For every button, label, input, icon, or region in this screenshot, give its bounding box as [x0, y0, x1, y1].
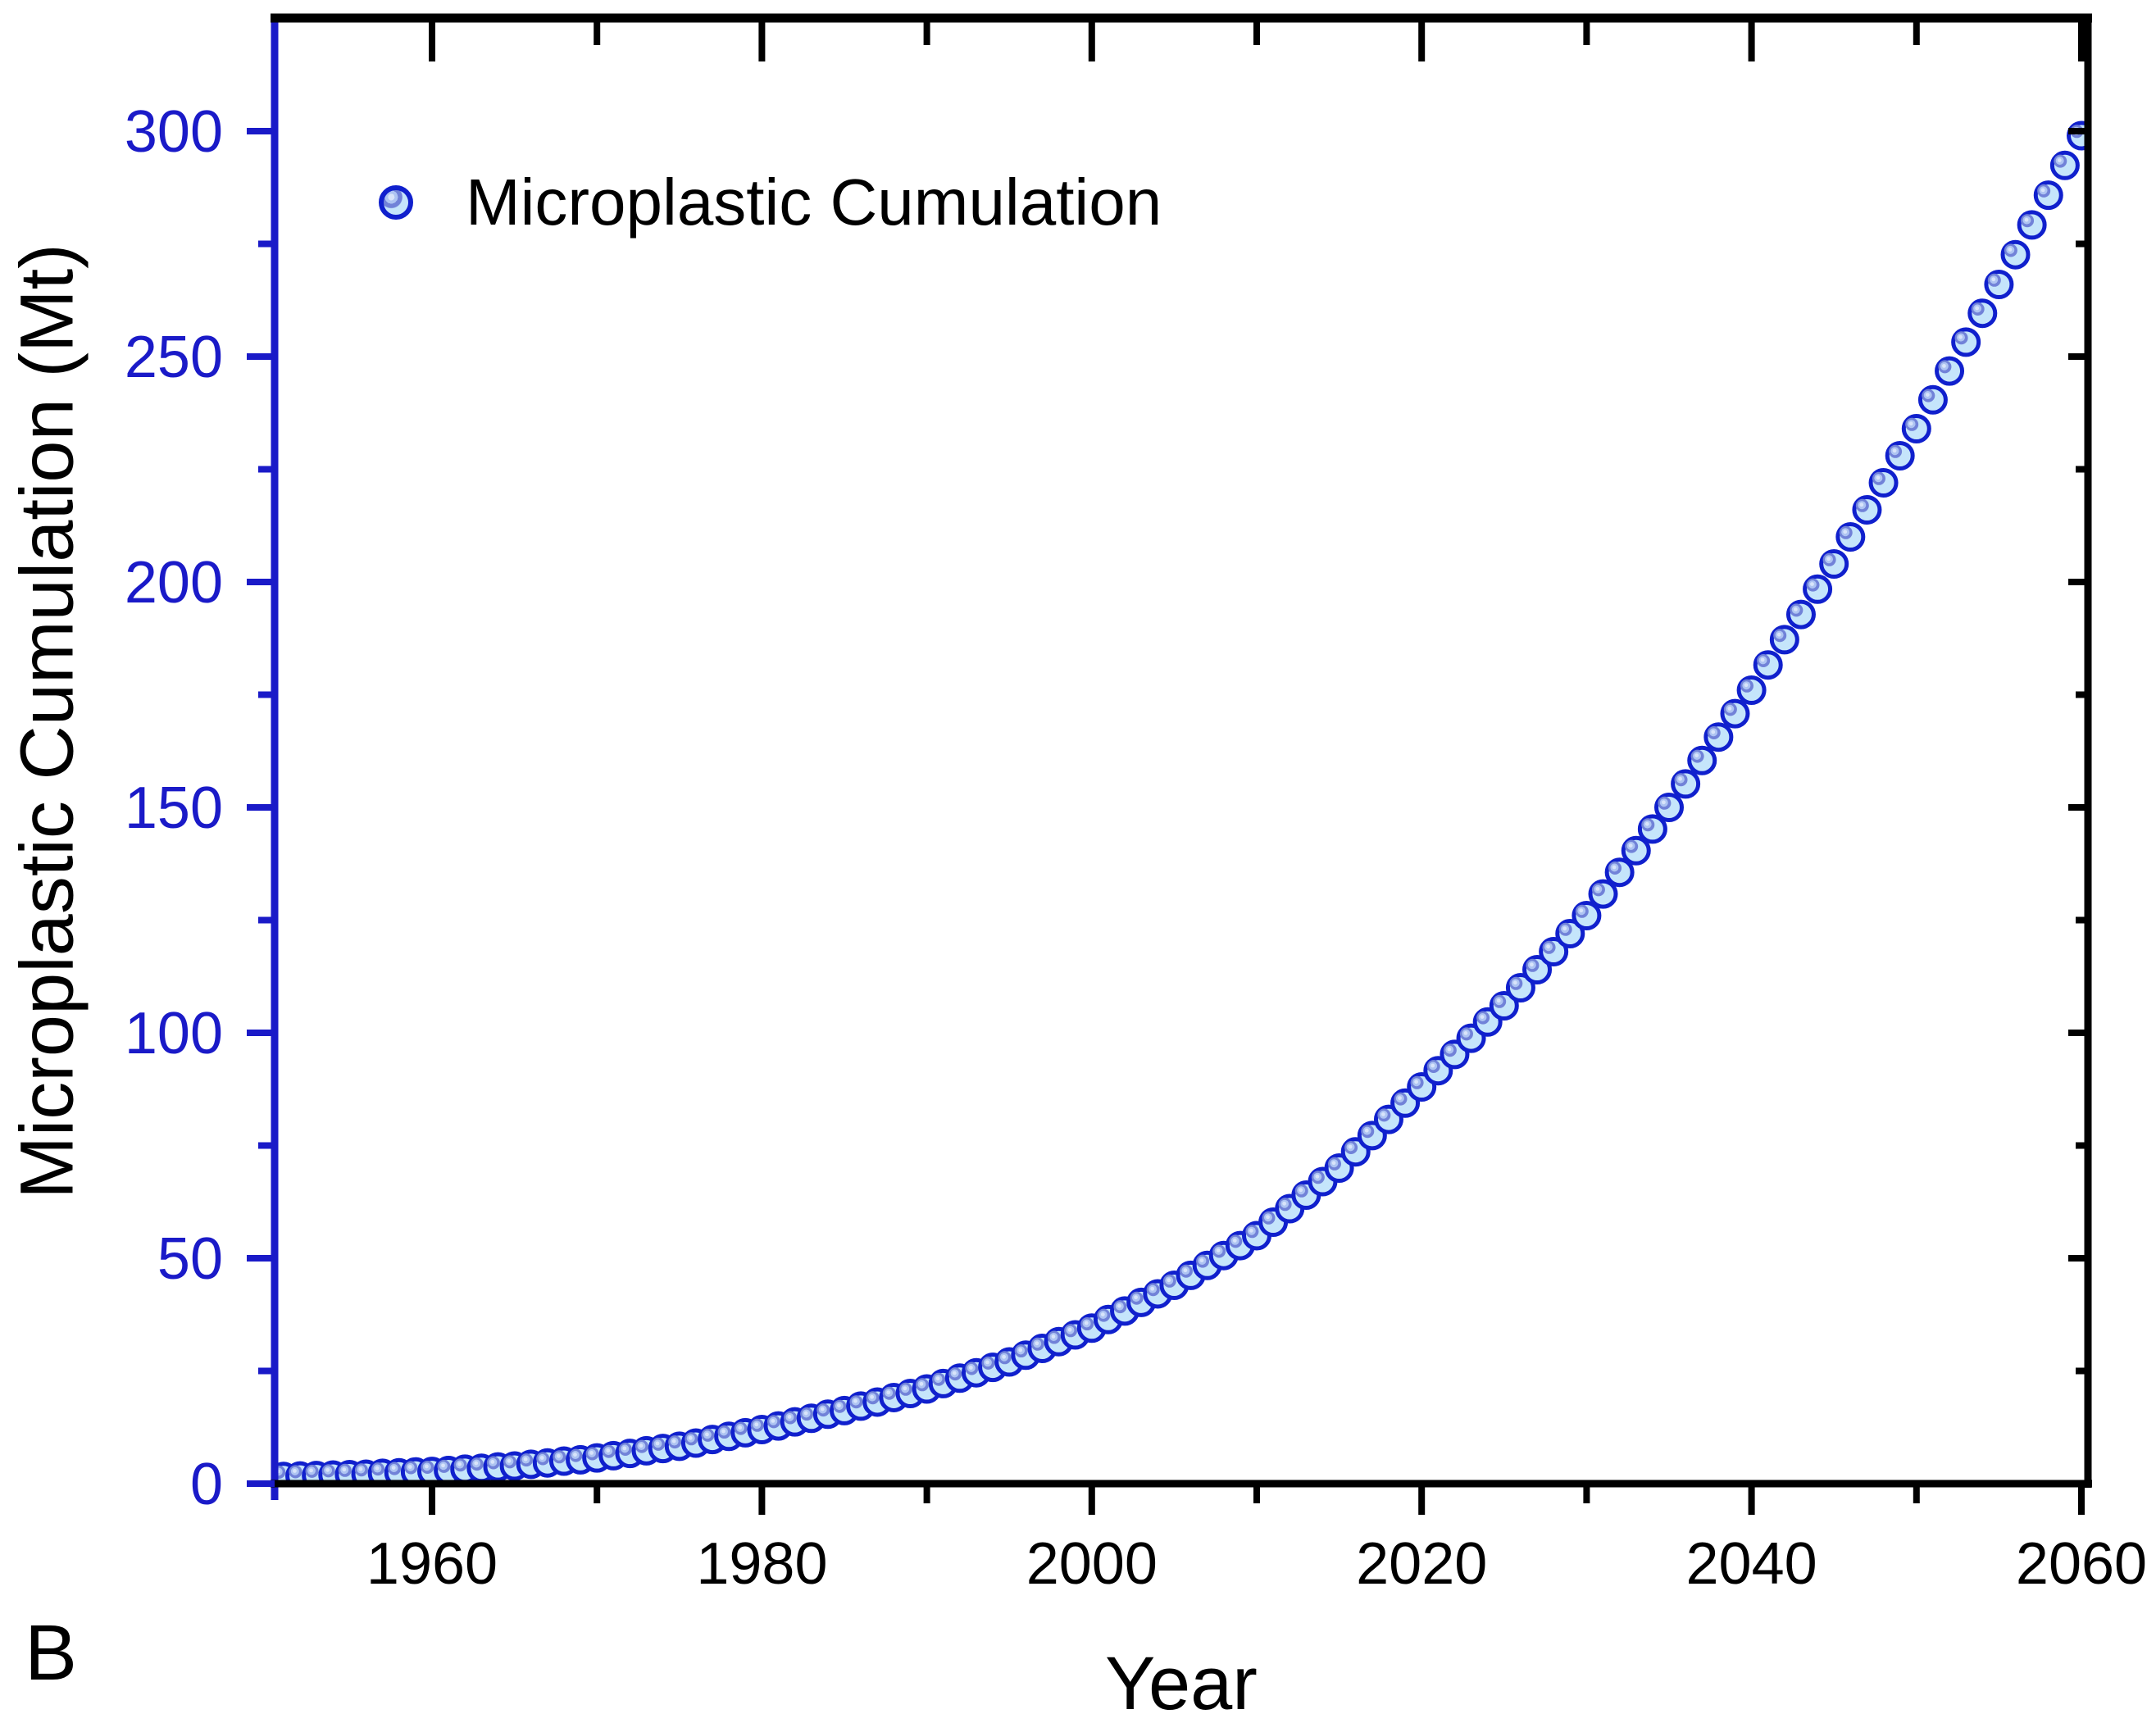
data-point-marker — [1868, 468, 1899, 498]
x-tick-label: 1960 — [366, 1531, 498, 1597]
data-point-marker — [2049, 150, 2080, 180]
data-point-marker — [1819, 549, 1849, 579]
data-point-marker — [1736, 675, 1767, 705]
data-point-marker — [1044, 1326, 1074, 1357]
data-point-marker — [1671, 769, 1701, 799]
y-tick-label: 0 — [190, 1452, 223, 1517]
data-point-marker — [1967, 298, 1998, 329]
data-point-marker — [1572, 901, 1602, 930]
legend-label: Microplastic Cumulation — [466, 166, 1162, 239]
data-point-marker — [1935, 356, 1965, 386]
data-point-marker — [1917, 384, 1948, 415]
data-point-marker — [1654, 793, 1684, 822]
x-tick-label: 2040 — [1686, 1531, 1817, 1597]
data-point-marker — [1687, 745, 1717, 775]
panel-label: B — [25, 1609, 78, 1697]
y-tick-label: 300 — [125, 99, 223, 165]
y-axis-title: Microplastic Cumulation (Mt) — [5, 243, 89, 1199]
data-point-marker — [1555, 919, 1585, 948]
data-point-marker — [1505, 973, 1535, 1002]
data-point-marker — [1852, 495, 1882, 525]
data-point-marker — [1785, 599, 1816, 630]
x-tick-label: 2060 — [2016, 1531, 2147, 1597]
data-point-marker — [1769, 625, 1799, 655]
data-point-marker — [2033, 180, 2063, 211]
y-tick-label: 150 — [125, 775, 223, 841]
y-tick-label: 250 — [125, 325, 223, 390]
data-point-marker — [2000, 239, 2031, 270]
data-point-marker — [1720, 698, 1750, 729]
data-point-marker — [1539, 937, 1569, 966]
legend: Microplastic Cumulation — [379, 166, 1162, 239]
legend-marker-sphere-icon — [379, 185, 413, 220]
data-point-marker — [1803, 574, 1833, 604]
x-tick-label: 1980 — [696, 1531, 827, 1597]
data-point-marker — [1588, 879, 1618, 909]
data-point-marker — [1604, 857, 1635, 888]
data-point-marker — [1522, 955, 1553, 984]
x-tick-label: 2000 — [1026, 1531, 1158, 1597]
data-point-marker — [1753, 650, 1783, 680]
data-point-marker — [1984, 270, 2014, 299]
data-point-marker — [2017, 210, 2047, 240]
data-point-marker — [1885, 441, 1915, 471]
y-axis-ticks: 0 50 100 150 200 250 300 — [125, 99, 2088, 1517]
data-point-marker — [1489, 991, 1519, 1021]
data-point-marker — [1835, 522, 1866, 552]
axes-frame — [271, 13, 2092, 1500]
y-tick-label: 50 — [157, 1226, 223, 1292]
y-tick-label: 100 — [125, 1001, 223, 1066]
x-tick-label: 2020 — [1356, 1531, 1487, 1597]
x-axis-ticks: 1960 1980 2000 2020 2040 2060 — [366, 18, 2147, 1597]
data-point-marker — [1621, 835, 1651, 866]
data-point-marker — [1637, 814, 1667, 844]
data-point-marker — [1208, 1240, 1239, 1271]
series-microplastic-cumulation — [271, 120, 2088, 1487]
y-tick-label: 200 — [125, 550, 223, 616]
data-point-marker — [1901, 414, 1931, 443]
x-axis-title: Year — [1105, 1642, 1258, 1723]
data-point-marker — [1093, 1304, 1123, 1334]
data-point-marker — [1703, 722, 1734, 752]
data-point-marker — [1951, 327, 1981, 357]
data-point-marker — [1192, 1250, 1222, 1280]
